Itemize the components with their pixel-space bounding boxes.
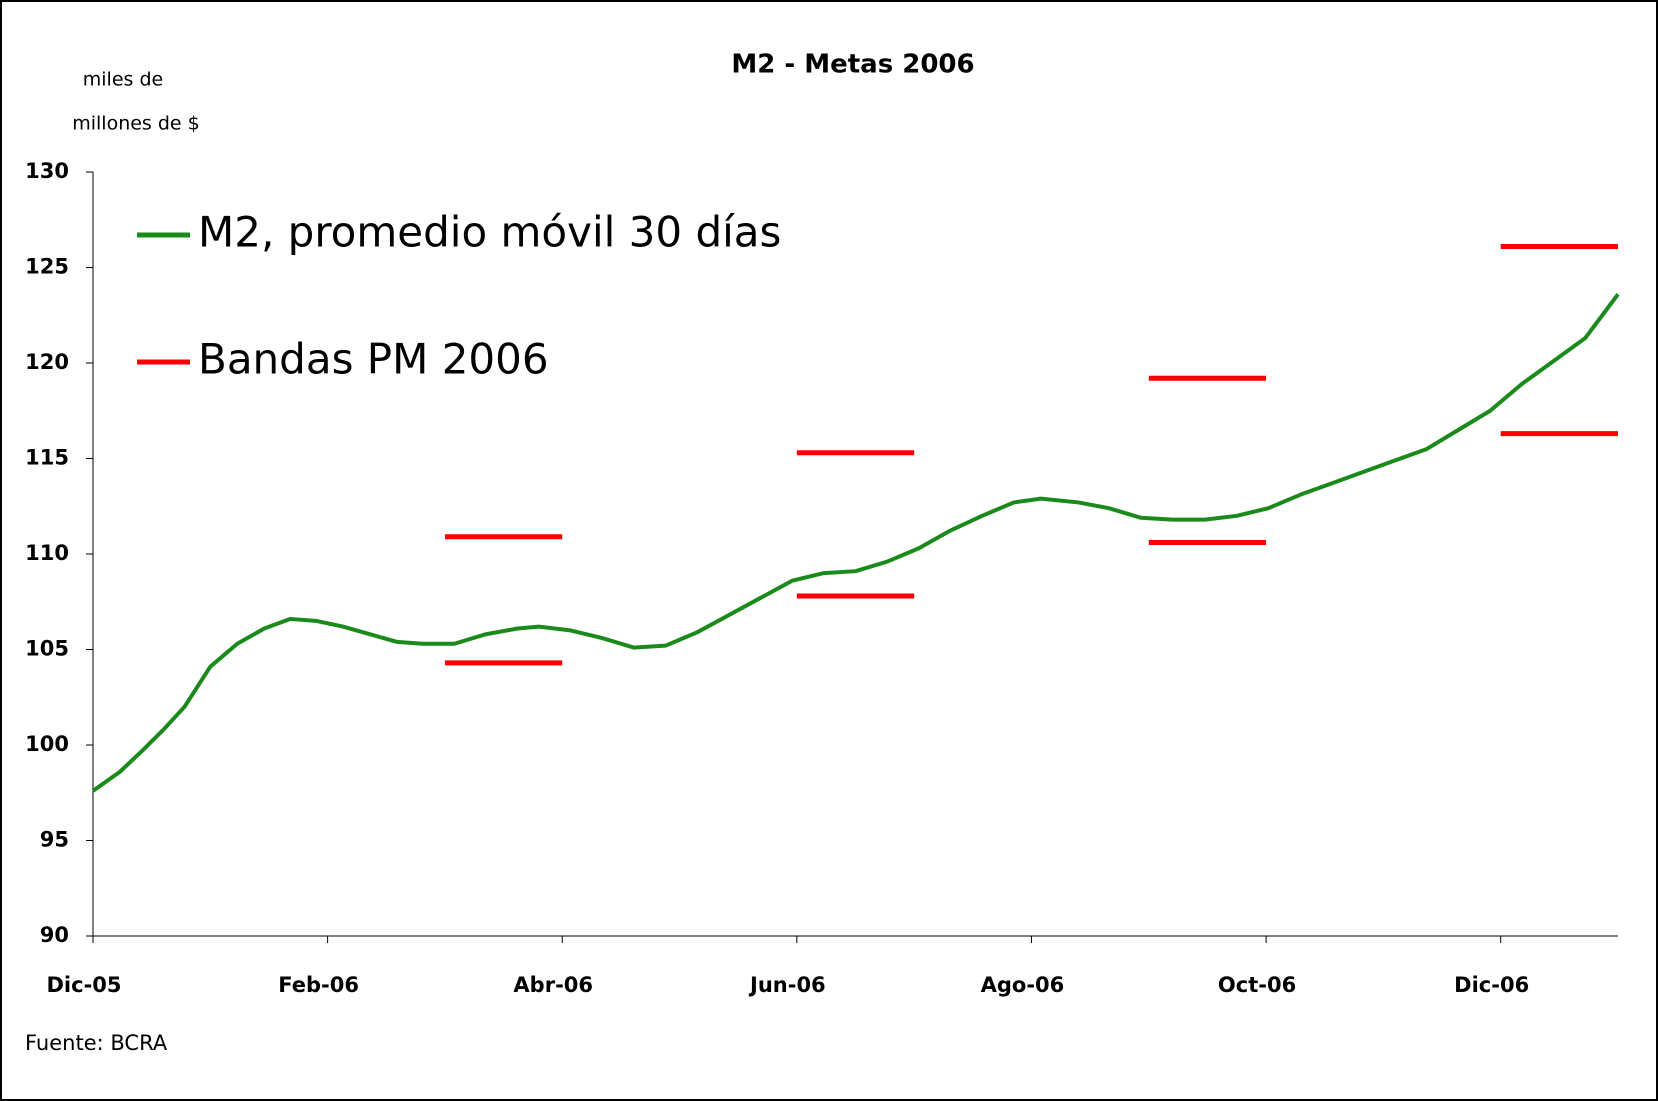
y-tick-label: 100 (25, 732, 69, 756)
y-tick-label: 110 (25, 541, 69, 565)
x-tick-label: Abr-06 (513, 973, 593, 997)
y-tick-label: 90 (40, 923, 69, 947)
legend-label: Bandas PM 2006 (198, 335, 549, 384)
y-axis-label: millones de $ (72, 113, 200, 135)
y-tick-label: 95 (40, 828, 69, 852)
y-tick-label: 115 (25, 446, 69, 470)
x-tick-label: Feb-06 (278, 973, 359, 997)
source-note: Fuente: BCRA (25, 1031, 168, 1055)
x-tick-label: Ago-06 (981, 973, 1065, 997)
x-tick-label: Jun-06 (748, 973, 826, 997)
x-tick-label: Dic-05 (46, 973, 121, 997)
chart-title: M2 - Metas 2006 (731, 50, 974, 80)
x-tick-label: Oct-06 (1218, 973, 1296, 997)
y-tick-label: 105 (25, 637, 69, 661)
y-axis-label: miles de (83, 69, 163, 91)
series-line (91, 293, 1620, 793)
y-tick-label: 130 (25, 159, 69, 183)
legend-label: M2, promedio móvil 30 días (198, 208, 781, 257)
x-tick-label: Dic-06 (1454, 973, 1529, 997)
y-tick-label: 125 (25, 255, 69, 279)
y-tick-label: 120 (25, 350, 69, 374)
